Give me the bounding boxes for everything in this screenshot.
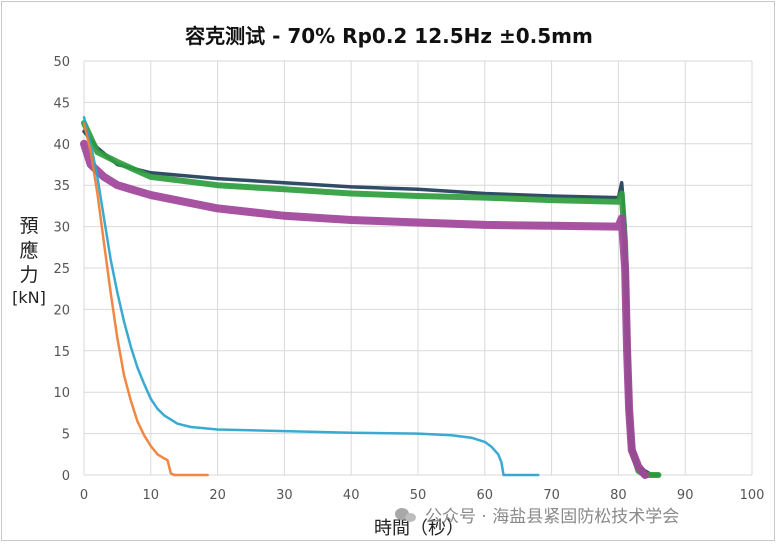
x-axis-label: 時間（秒） [374,514,464,540]
watermark: 公众号 · 海盐县紧固防松技术学会 [395,502,679,527]
x-tick-label: 30 [276,488,293,503]
y-tick-label: 25 [53,262,70,277]
chart-title: 容克测试 - 70% Rp0.2 12.5Hz ±0.5mm [185,24,593,48]
y-tick-label: 5 [62,428,70,443]
y-axis-label: 預 應 力 [kN] [8,214,50,309]
y-tick-label: 40 [53,138,70,153]
y-tick-labels: 0 5 10 15 20 25 30 35 40 45 50 [53,55,70,484]
x-tick-label: 90 [677,488,694,503]
y-axis-unit: [kN] [12,288,46,308]
y-axis-label-char: 力 [19,264,39,287]
y-tick-label: 15 [53,345,70,360]
y-tick-label: 45 [53,96,70,111]
y-axis-label-char: 預 [19,215,39,237]
y-tick-label: 10 [53,386,70,401]
wechat-icon [395,506,417,524]
x-tick-label: 70 [543,488,560,503]
x-tick-label: 0 [80,488,88,503]
x-tick-label: 80 [610,488,627,503]
y-tick-label: 20 [53,303,70,318]
x-tick-label: 10 [143,488,160,503]
x-tick-label: 20 [209,488,226,503]
y-tick-label: 0 [62,469,70,484]
series-group [80,116,662,479]
x-tick-label: 60 [477,488,494,503]
x-tick-labels: 0 10 20 30 40 50 60 70 80 90 100 [80,488,765,503]
y-tick-label: 50 [53,55,70,70]
watermark-text: 公众号 · 海盐县紧固防松技术学会 [425,507,680,527]
x-tick-label: 50 [410,488,427,503]
grid [83,60,753,476]
y-tick-label: 30 [53,221,70,236]
series-line [82,129,661,477]
series-line [82,121,209,477]
y-axis-label-char: 應 [19,239,39,262]
series-line [80,139,650,479]
series-line [82,116,540,477]
x-tick-label: 40 [343,488,360,503]
x-tick-label: 100 [740,488,765,503]
y-tick-label: 35 [53,179,70,194]
